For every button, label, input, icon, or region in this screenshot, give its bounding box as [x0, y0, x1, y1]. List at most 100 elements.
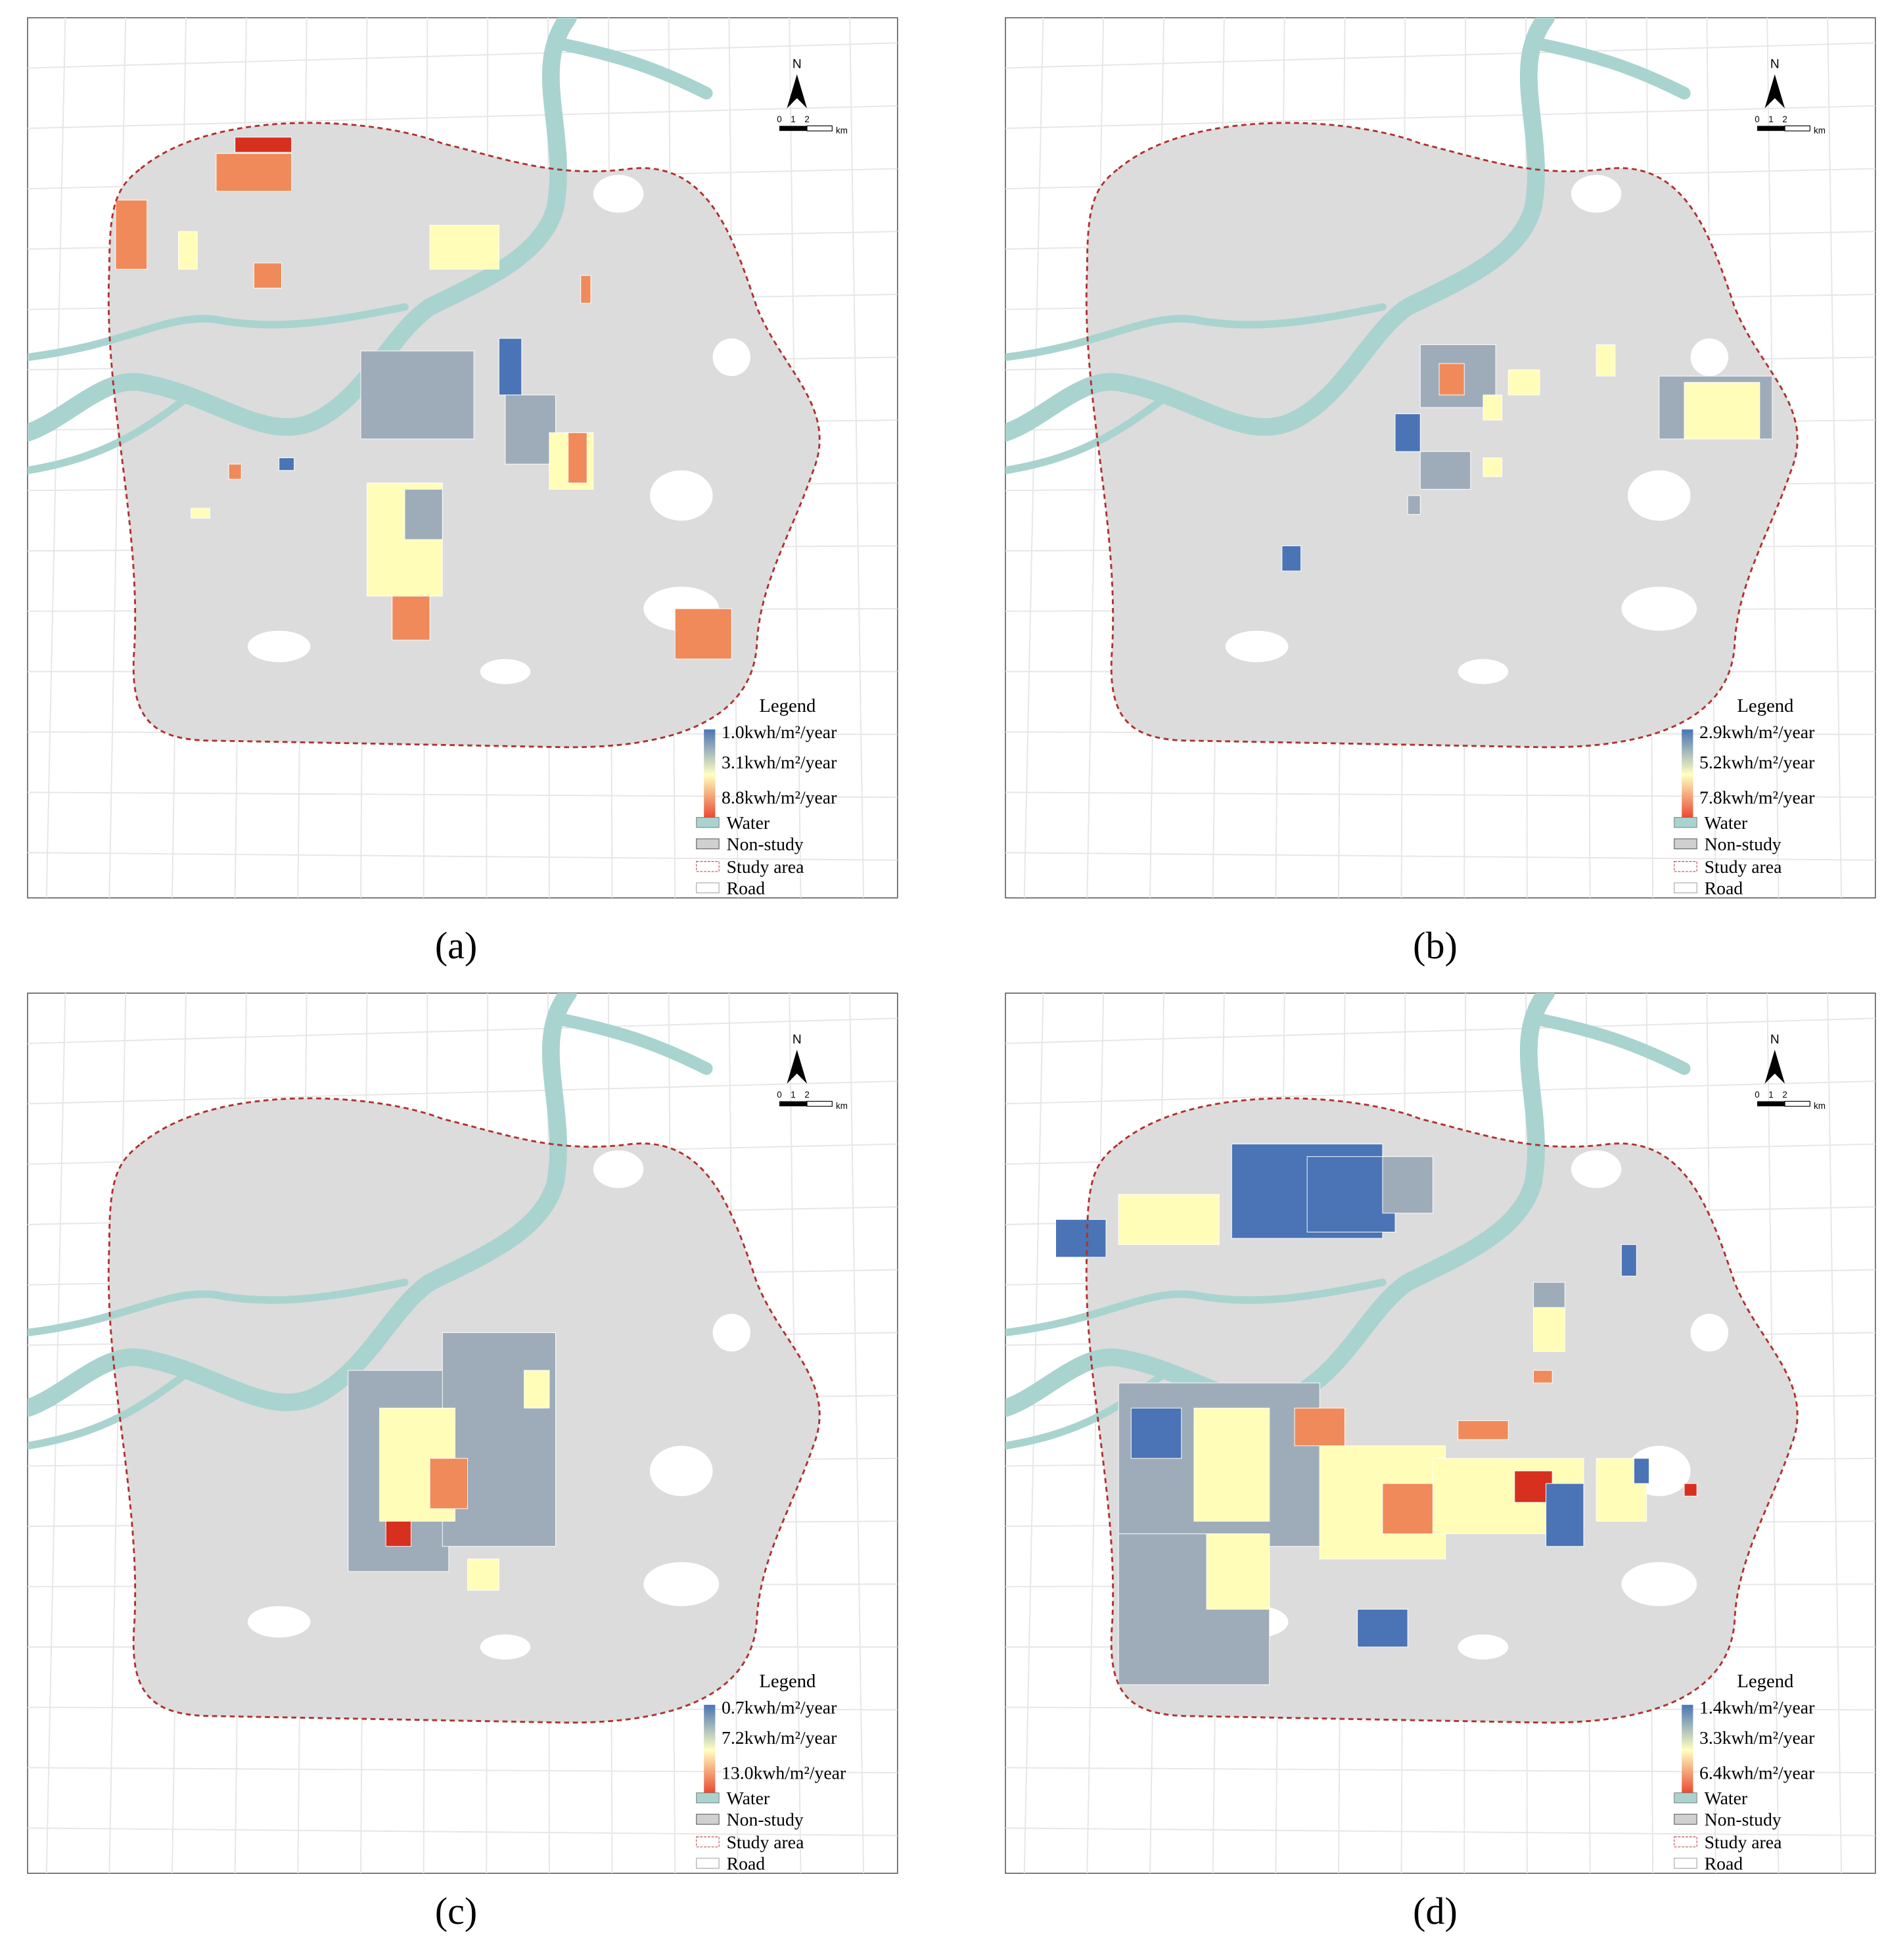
study-block: [392, 595, 430, 641]
study-block: [429, 225, 499, 270]
study-block: [568, 432, 587, 484]
non-study-hole: [649, 1445, 713, 1497]
river: [28, 303, 409, 362]
legend-item-label: Study area: [1705, 1832, 1782, 1852]
road: [849, 18, 865, 898]
scale-label: 2: [1782, 1090, 1787, 1100]
river: [1005, 1278, 1387, 1337]
study-block: [1419, 451, 1471, 490]
scale-bar: [1784, 1100, 1810, 1107]
non-study-hole: [247, 1606, 311, 1638]
scale-bar: [1784, 125, 1810, 131]
map-panel: N 0 1 2 km Legend 0.7kwh/m²/year 7.2kwh/m²/year…: [27, 992, 898, 1874]
legend-item-label: Road: [727, 877, 766, 898]
scale-label: 1: [791, 1090, 795, 1100]
river: [1527, 1012, 1691, 1075]
legend-study-swatch: [696, 861, 720, 872]
study-block: [1294, 1407, 1345, 1447]
study-block: [279, 457, 295, 471]
road: [28, 1017, 898, 1044]
study-block: [1684, 382, 1760, 440]
map-content: [1005, 993, 1875, 1874]
road: [1005, 42, 1875, 69]
legend-study-swatch: [1674, 861, 1697, 872]
study-block: [674, 608, 732, 660]
road: [108, 18, 127, 898]
road: [1005, 1767, 1875, 1774]
study-block: [1438, 363, 1465, 396]
non-study-hole: [1458, 1634, 1509, 1660]
non-study-hole: [1621, 586, 1697, 631]
river: [28, 993, 577, 1417]
north-arrow: [787, 74, 808, 108]
legend-item-label: Non-study: [727, 833, 804, 854]
study-block: [1596, 344, 1616, 377]
road: [1005, 1080, 1875, 1105]
road: [28, 1080, 898, 1105]
non-study-hole: [593, 1150, 644, 1188]
non-study-hole: [1627, 470, 1691, 521]
study-block: [442, 1332, 556, 1547]
study-area-outline: [107, 1097, 821, 1724]
river: [1005, 18, 1555, 442]
river: [28, 1278, 409, 1337]
river: [549, 36, 713, 100]
legend-nonstudy-swatch: [1674, 1813, 1697, 1825]
legend-scale-label: 3.3kwh/m²/year: [1699, 1727, 1814, 1748]
panel-label: (a): [435, 924, 477, 967]
non-study-hole: [1621, 1562, 1697, 1606]
map-panel: N 0 1 2 km Legend 1.4kwh/m²/year 3.3kwh/m²/year…: [1005, 992, 1876, 1874]
road: [1005, 105, 1875, 129]
scale-unit: km: [836, 126, 848, 135]
non-study-hole: [480, 659, 531, 684]
north-label: N: [793, 58, 802, 72]
non-study-hole: [1225, 630, 1289, 663]
road: [849, 993, 865, 1874]
legend-item-label: Road: [1705, 877, 1743, 898]
study-block: [1407, 495, 1421, 515]
road: [1086, 993, 1105, 1874]
non-study-hole: [712, 1313, 750, 1352]
scale-label: 2: [804, 114, 809, 124]
legend-ramp: [1682, 729, 1693, 820]
study-block: [385, 1520, 411, 1547]
legend: Legend 1.0kwh/m²/year 3.1kwh/m²/year 8.8kwh…: [696, 695, 837, 898]
non-study-area: [1086, 122, 1798, 747]
road: [28, 1767, 898, 1774]
map-content: [28, 18, 898, 898]
legend-item-label: Water: [727, 812, 770, 833]
study-block: [1357, 1608, 1408, 1648]
study-block: [1281, 545, 1302, 572]
scale-bar: [779, 126, 808, 131]
study-block: [253, 262, 282, 289]
study-block: [1306, 1156, 1396, 1232]
legend-road-swatch: [696, 882, 720, 894]
road: [1005, 852, 1875, 861]
scale-unit: km: [1814, 1101, 1826, 1111]
legend-item-label: Study area: [727, 856, 804, 877]
non-study-hole: [643, 1562, 720, 1606]
legend-nonstudy-swatch: [696, 1813, 720, 1825]
legend-ramp: [704, 729, 716, 820]
legend-nonstudy-swatch: [1674, 838, 1697, 850]
study-block: [216, 153, 292, 192]
road: [45, 18, 66, 898]
road: [28, 105, 898, 129]
scale-label: 1: [1768, 114, 1773, 124]
study-block: [1055, 1219, 1107, 1258]
road: [1005, 1017, 1875, 1044]
non-study-hole: [1571, 1150, 1622, 1188]
road: [1086, 18, 1105, 898]
legend-scale-label: 8.8kwh/m²/year: [722, 787, 837, 808]
legend-item-label: Road: [727, 1853, 766, 1873]
legend: Legend 1.4kwh/m²/year 3.3kwh/m²/year 6.4kwh…: [1674, 1671, 1814, 1873]
study-block: [235, 137, 292, 153]
legend-scale-label: 0.7kwh/m²/year: [722, 1697, 837, 1717]
scale-label: 0: [1755, 1090, 1759, 1100]
non-study-hole: [712, 338, 750, 377]
non-study-hole: [1571, 175, 1622, 213]
legend-ramp: [1682, 1704, 1693, 1796]
road: [45, 993, 66, 1874]
scale-label: 0: [777, 114, 781, 124]
road: [28, 791, 898, 799]
